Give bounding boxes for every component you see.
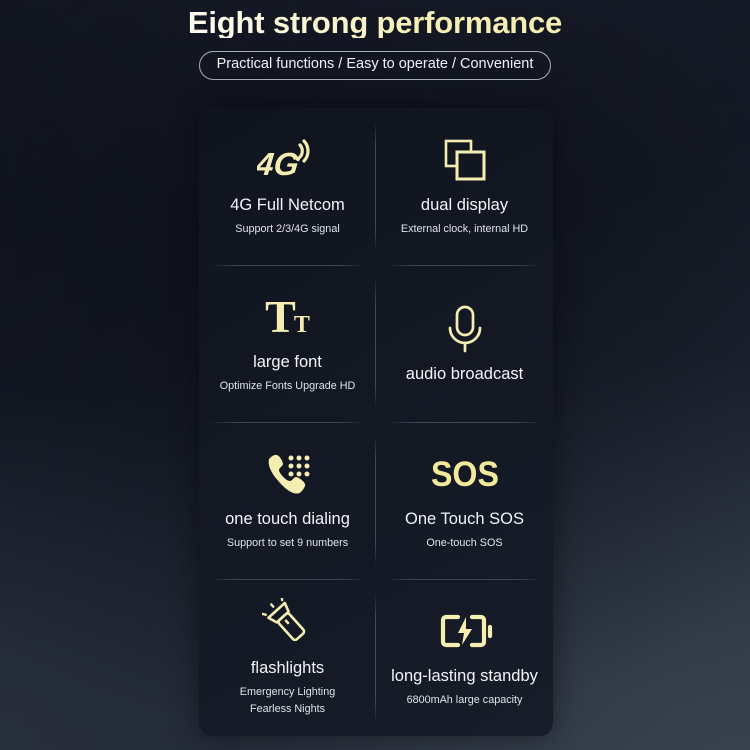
feature-title: one touch dialing [225, 510, 350, 529]
feature-title: 4G Full Netcom [230, 196, 345, 215]
feature-title: large font [253, 353, 322, 372]
feature-grid-card: 4G 4G Full Netcom Support 2/3/4G signal … [199, 108, 553, 736]
feature-cell-dual-display[interactable]: dual display External clock, internal HD [376, 108, 553, 265]
svg-text:4G: 4G [257, 146, 301, 182]
sos-icon: SOS [428, 447, 502, 501]
sos-glyph: SOS [430, 454, 499, 494]
large-font-glyph-small: T [293, 312, 310, 339]
feature-title: flashlights [250, 658, 325, 677]
feature-cell-long-lasting-standby[interactable]: long-lasting standby 6800mAh large capac… [376, 579, 553, 736]
feature-cell-flashlights[interactable]: flashlights Emergency Lighting Fearless … [199, 579, 376, 736]
flashlight-icon [261, 596, 314, 650]
battery-charge-icon [436, 604, 494, 658]
feature-subtitle: Optimize Fonts Upgrade HD [219, 380, 356, 393]
feature-cell-audio-broadcast[interactable]: audio broadcast [376, 265, 553, 422]
feature-cell-one-touch-sos[interactable]: SOS One Touch SOS One-touch SOS [376, 422, 553, 579]
page-title: Eight strong performance [0, 0, 750, 38]
large-font-icon: T T [265, 290, 310, 344]
feature-subtitle: 6800mAh large capacity [406, 694, 523, 707]
feature-cell-large-font[interactable]: T T large font Optimize Fonts Upgrade HD [199, 265, 376, 422]
4g-signal-icon: 4G [257, 133, 319, 187]
feature-cell-one-touch-dialing[interactable]: one touch dialing Support to set 9 numbe… [199, 422, 376, 579]
phone-keypad-icon [261, 447, 315, 501]
feature-subtitle: One-touch SOS [426, 537, 503, 550]
header: Eight strong performance Practical funct… [0, 0, 750, 80]
feature-title: long-lasting standby [391, 667, 538, 686]
dual-display-icon [440, 133, 490, 187]
feature-subtitle-line2: Fearless Nights [249, 702, 325, 715]
feature-subtitle: External clock, internal HD [400, 223, 529, 236]
large-font-glyph-big: T [265, 291, 296, 343]
feature-title: One Touch SOS [405, 510, 524, 529]
feature-title: audio broadcast [405, 364, 524, 383]
feature-subtitle: Support to set 9 numbers [226, 537, 349, 550]
subtitle-pill: Practical functions / Easy to operate / … [198, 51, 552, 80]
feature-title: dual display [420, 196, 509, 215]
feature-subtitle: Emergency Lighting [239, 685, 336, 698]
feature-subtitle: Support 2/3/4G signal [235, 223, 340, 236]
feature-cell-4g-full-netcom[interactable]: 4G 4G Full Netcom Support 2/3/4G signal [199, 108, 376, 265]
microphone-icon [443, 302, 487, 356]
